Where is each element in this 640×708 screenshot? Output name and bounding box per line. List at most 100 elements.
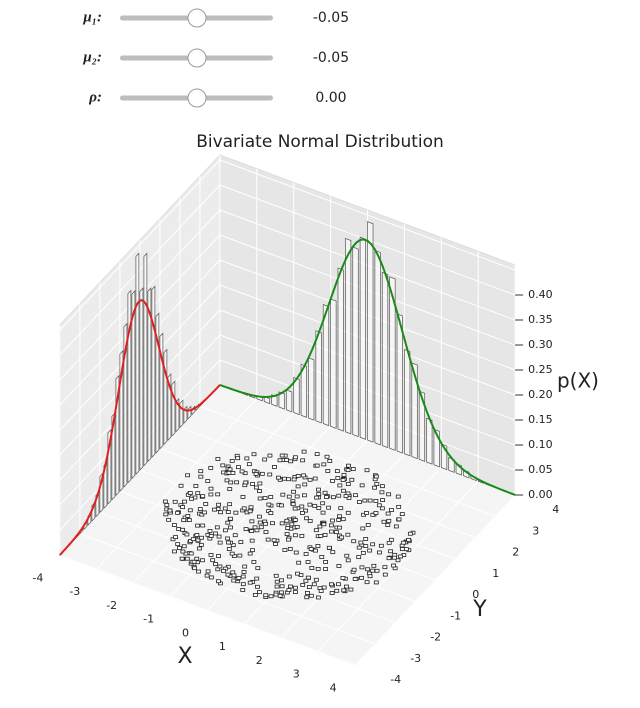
- z-tick-label: 0.40: [528, 288, 553, 301]
- sample-point: [232, 533, 238, 538]
- y-tick-label: -1: [450, 609, 461, 622]
- sample-point: [306, 585, 312, 589]
- sample-point: [184, 556, 190, 561]
- hist-bar: [308, 357, 315, 421]
- sample-point: [344, 584, 349, 589]
- hist-bar: [131, 290, 136, 480]
- sample-point: [207, 529, 213, 533]
- sample-point: [238, 540, 244, 545]
- hist-bar: [278, 391, 285, 410]
- hist-bar: [381, 271, 389, 449]
- sample-point: [189, 496, 194, 501]
- sample-point: [391, 563, 396, 568]
- sample-point: [240, 582, 246, 587]
- sample-point: [316, 506, 322, 510]
- slider-label: μ₁:: [82, 9, 102, 25]
- sample-point: [299, 534, 305, 538]
- sample-point: [249, 538, 255, 543]
- sample-point: [329, 591, 335, 595]
- sample-point: [205, 479, 211, 483]
- sample-point: [336, 582, 341, 587]
- sample-point: [203, 502, 209, 506]
- sample-point: [229, 459, 235, 463]
- slider-value: -0.05: [313, 10, 349, 26]
- sample-point: [204, 573, 210, 578]
- sample-point: [359, 483, 365, 488]
- sample-point: [279, 584, 285, 589]
- hist-bar: [147, 287, 152, 463]
- sample-point: [194, 533, 200, 537]
- sample-point: [272, 465, 277, 469]
- slider-handle[interactable]: [187, 88, 207, 108]
- x-axis-label: X: [177, 644, 192, 669]
- hist-bar: [151, 285, 156, 459]
- sample-point: [257, 489, 262, 493]
- sample-point: [286, 477, 291, 482]
- sample-point: [344, 553, 350, 558]
- hist-bar: [179, 399, 184, 429]
- sample-point: [316, 492, 322, 496]
- x-tick-label: 2: [256, 654, 263, 667]
- sample-point: [305, 560, 311, 564]
- sample-point: [317, 524, 323, 529]
- sample-point: [360, 550, 366, 555]
- sample-point: [177, 546, 182, 550]
- sample-point: [282, 548, 288, 552]
- sample-point: [330, 479, 335, 483]
- sample-point: [186, 518, 192, 522]
- hist-bar: [263, 396, 271, 405]
- hist-bar: [171, 380, 176, 437]
- sample-point: [184, 532, 190, 537]
- sample-point: [305, 590, 310, 595]
- sample-point: [345, 510, 351, 515]
- sample-point: [185, 514, 191, 518]
- hist-bar: [315, 330, 322, 424]
- sample-point: [338, 506, 344, 511]
- sample-point: [220, 463, 226, 468]
- sample-point: [267, 472, 273, 477]
- hist-bar: [135, 252, 140, 476]
- sample-point: [187, 508, 193, 513]
- sample-point: [337, 483, 343, 488]
- sample-point: [250, 482, 255, 486]
- sample-point: [216, 554, 221, 558]
- sample-point: [300, 511, 305, 515]
- sample-point: [373, 511, 379, 515]
- sample-point: [319, 555, 325, 559]
- sample-point: [399, 512, 405, 516]
- sample-point: [356, 500, 362, 504]
- sample-point: [314, 463, 320, 468]
- sample-point: [188, 551, 194, 556]
- sample-point: [305, 575, 311, 580]
- hist-bar: [448, 456, 455, 473]
- sample-point: [190, 537, 196, 542]
- x-tick-label: 0: [182, 626, 189, 639]
- sample-point: [178, 483, 184, 488]
- y-axis-label: Y: [472, 597, 487, 622]
- sample-point: [187, 491, 193, 495]
- sample-point: [337, 514, 342, 519]
- sample-point: [403, 547, 409, 552]
- sample-point: [257, 496, 263, 501]
- sample-point: [315, 595, 321, 600]
- sample-point: [265, 537, 271, 542]
- sample-point: [279, 453, 285, 458]
- sample-point: [175, 542, 181, 547]
- sample-point: [227, 467, 233, 472]
- y-tick-label: -3: [410, 652, 421, 665]
- sample-point: [337, 525, 342, 530]
- sample-point: [321, 585, 327, 590]
- sample-point: [234, 480, 240, 485]
- sample-point: [374, 482, 380, 486]
- slider-handle[interactable]: [187, 48, 207, 68]
- slider-handle[interactable]: [187, 8, 207, 28]
- hist-bar: [404, 349, 411, 457]
- sample-point: [239, 469, 245, 474]
- sample-point: [293, 550, 299, 555]
- sample-point: [205, 569, 211, 574]
- sample-point: [163, 512, 169, 517]
- sample-point: [286, 588, 292, 592]
- sample-point: [398, 554, 404, 559]
- sample-point: [374, 568, 380, 573]
